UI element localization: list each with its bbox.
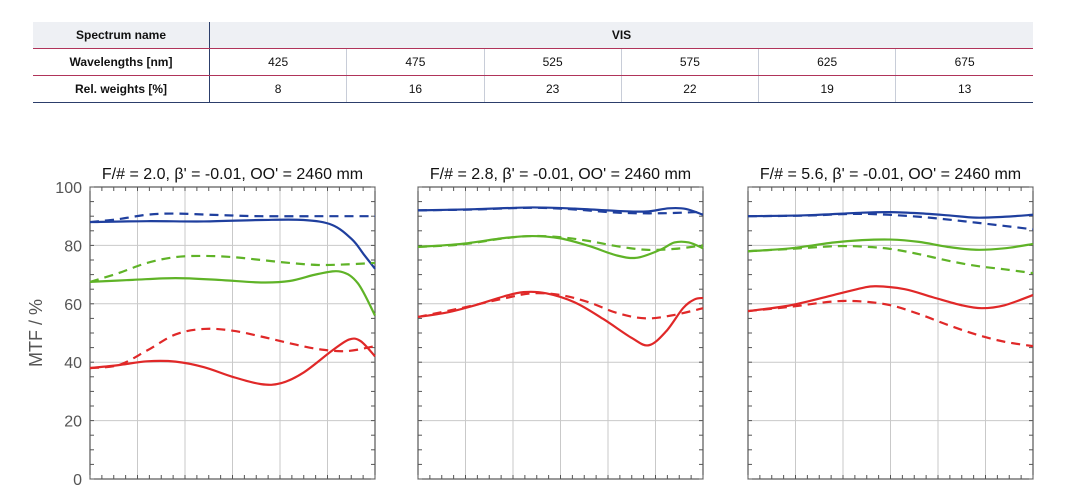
panel-title: F/# = 2.0, β' = -0.01, OO' = 2460 mm [102,166,363,183]
y-tick-label: 80 [64,238,82,255]
panel-title: F/# = 5.6, β' = -0.01, OO' = 2460 mm [760,166,1021,183]
weight-cell: 13 [895,75,1033,103]
blue-dashed-curve [417,206,704,215]
spectrum-name-value: VIS [209,22,1033,49]
spectrum-table: Spectrum name VIS Wavelengths [nm] 425 4… [33,22,1033,103]
weights-row: Rel. weights [%] 8 16 23 22 19 13 [33,75,1033,103]
figure-bottom-mask [760,490,1087,499]
red-solid-curve [89,337,376,386]
blue-dashed-curve [89,212,375,224]
green-dashed-curve [89,254,376,283]
row-label-weights: Rel. weights [%] [33,75,210,103]
y-tick-label: 0 [73,472,82,489]
green-dashed-curve [747,244,1034,275]
red-dashed-curve [747,299,1034,348]
weight-cell: 23 [483,75,622,103]
weight-cell: 16 [346,75,484,103]
green-dashed-curve [417,234,704,252]
green-solid-curve [89,270,376,316]
blue-dashed-curve [747,212,1034,231]
red-dashed-curve [89,327,376,370]
wavelength-cell: 525 [483,48,622,76]
weight-cell: 19 [757,75,896,103]
panel-title: F/# = 2.8, β' = -0.01, OO' = 2460 mm [430,166,691,183]
spectrum-name-row: Spectrum name VIS [33,22,1033,49]
red-dashed-curve [417,292,704,320]
green-solid-curve [747,238,1034,253]
weight-cell: 8 [209,75,347,103]
y-tick-label: 100 [55,180,82,197]
y-axis-label: MTF / % [26,299,46,367]
y-tick-label: 60 [64,297,82,314]
blue-solid-curve [417,206,704,216]
wavelengths-row: Wavelengths [nm] 425 475 525 575 625 675 [33,48,1033,76]
y-tick-label: 40 [64,355,82,372]
wavelength-cell: 475 [346,48,484,76]
wavelength-cell: 675 [895,48,1033,76]
mtf-chart-figure: MTF / % 0 20 40 60 80 100 F/# = 2.0, β' = -0.01… [26,166,1034,489]
blue-solid-curve [747,210,1034,219]
wavelength-cell: 425 [209,48,347,76]
row-label-spectrum-name: Spectrum name [33,22,210,49]
red-solid-curve [747,285,1034,313]
wavelength-cell: 625 [757,48,896,76]
y-tick-label: 20 [64,414,82,431]
weight-cell: 22 [620,75,759,103]
wavelength-cell: 575 [620,48,759,76]
row-label-wavelengths: Wavelengths [nm] [33,48,210,76]
blue-solid-curve [89,218,376,270]
